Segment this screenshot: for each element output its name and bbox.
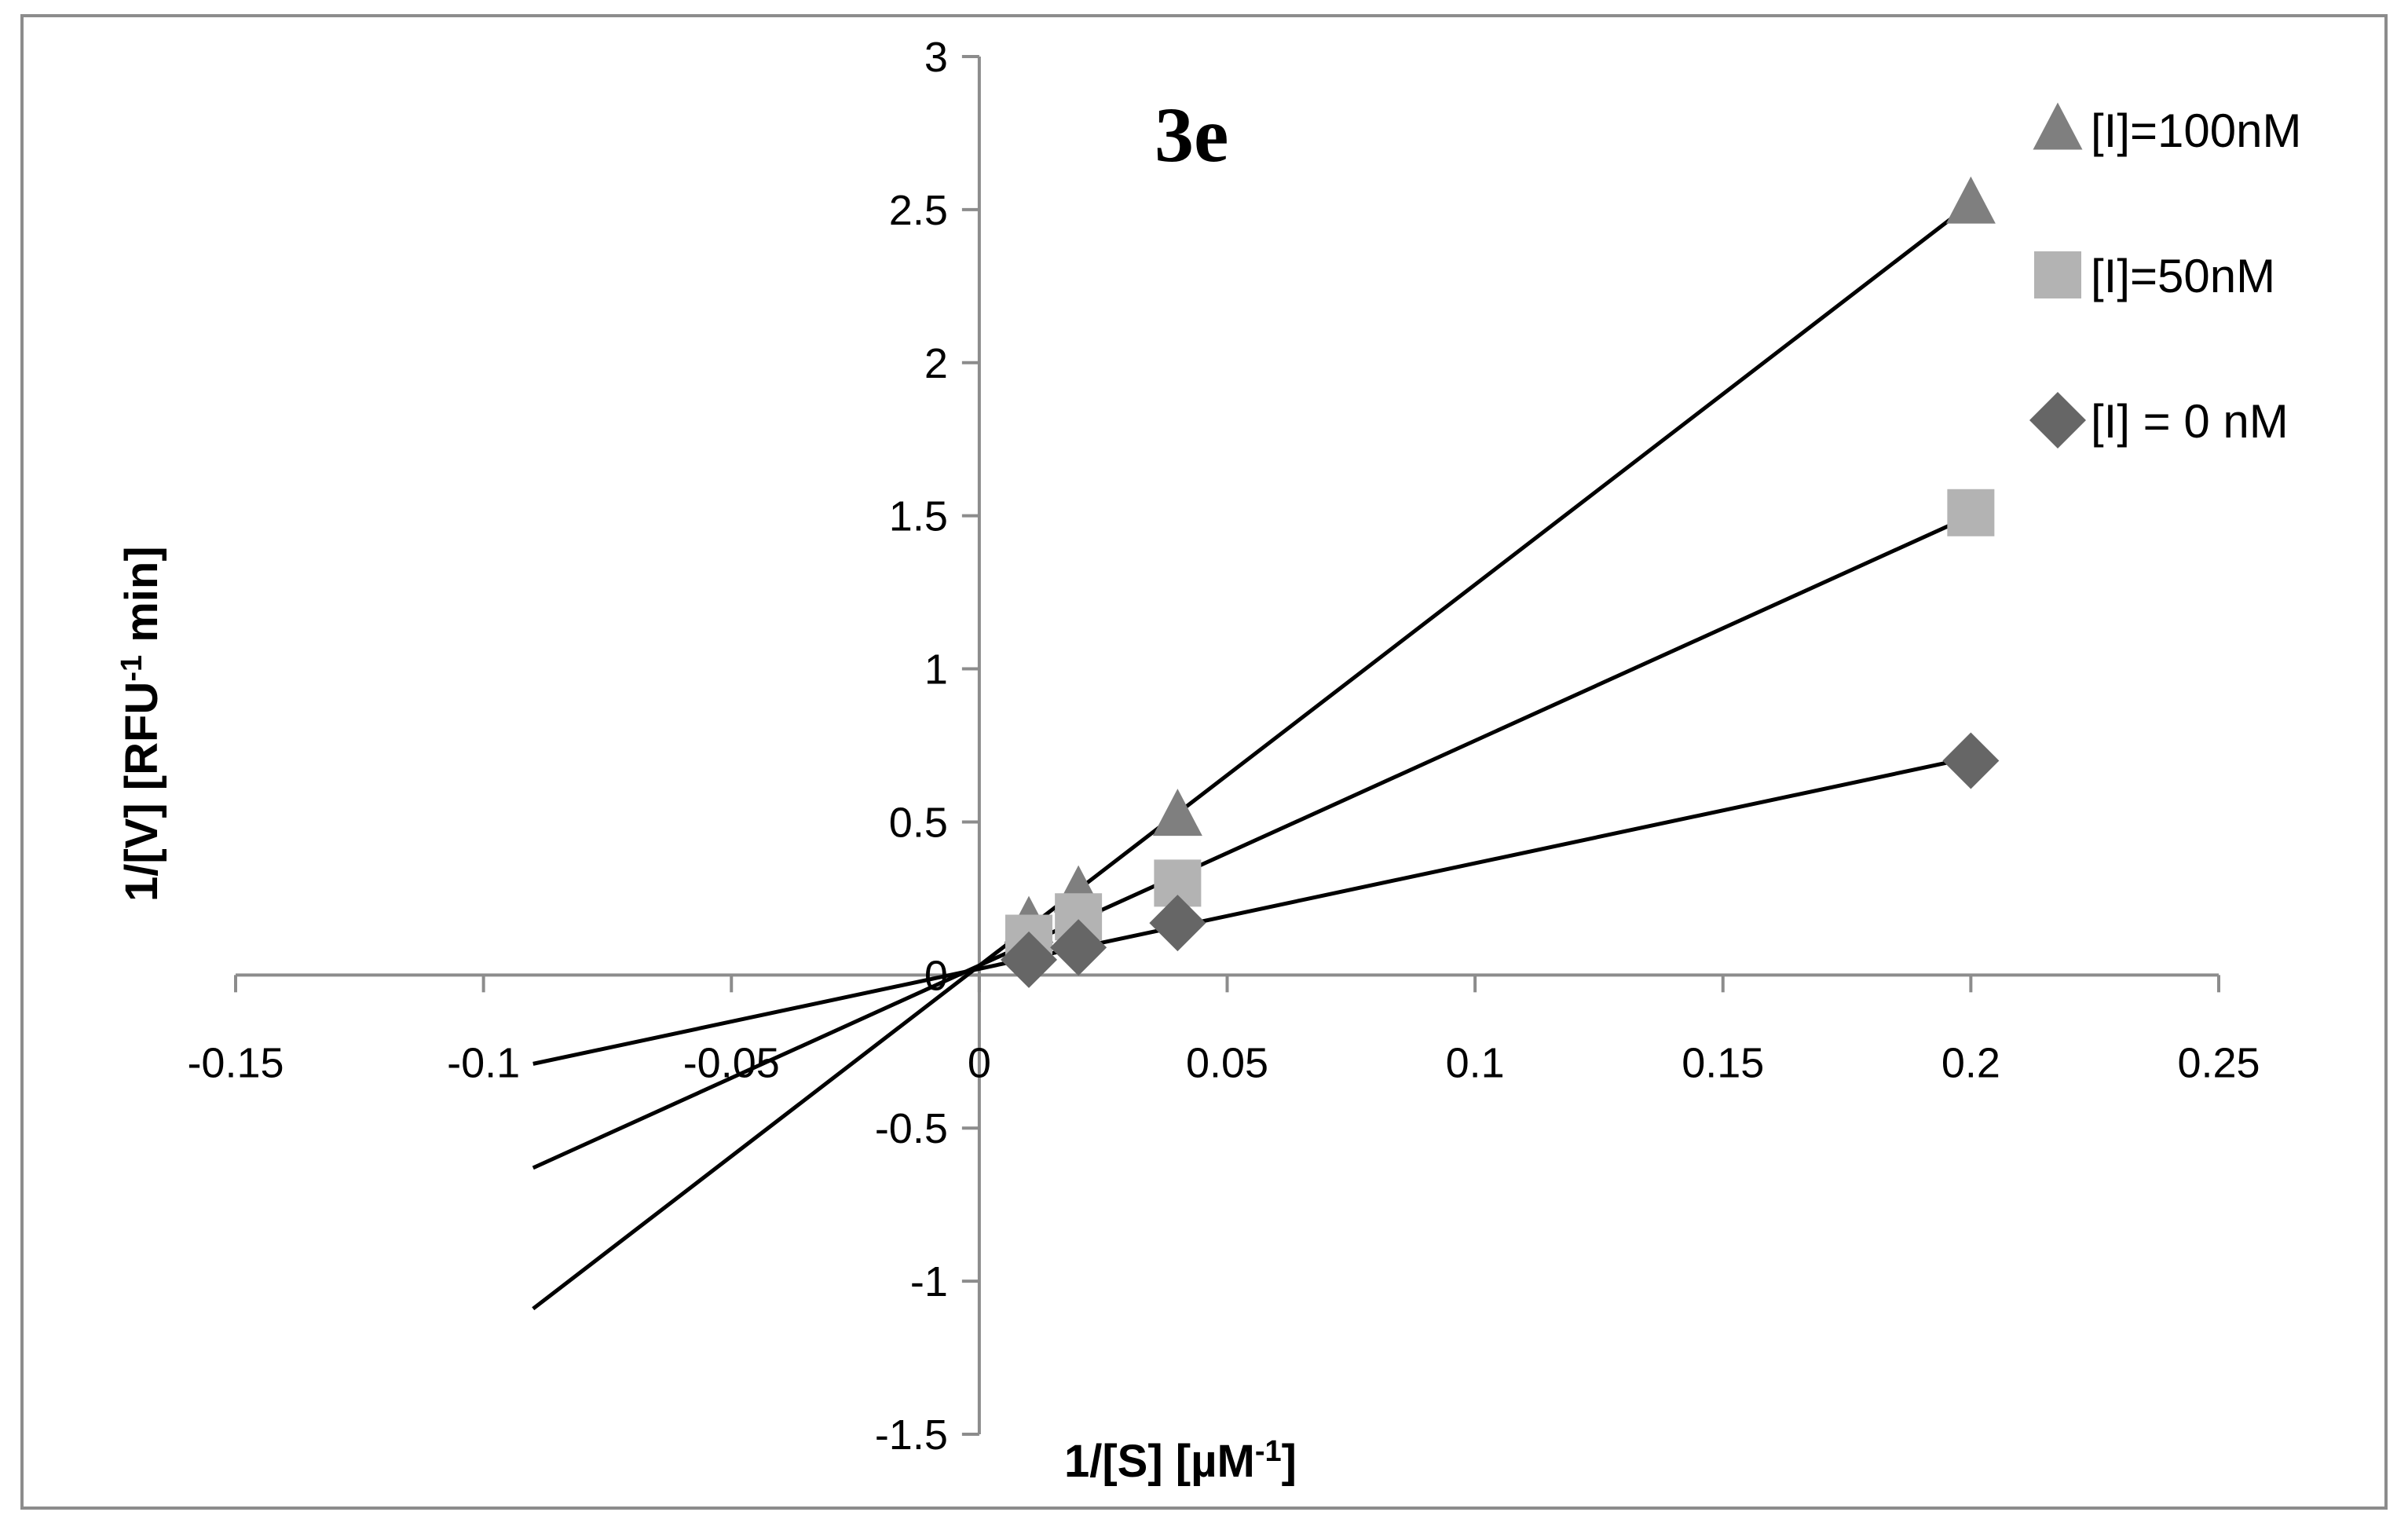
y-axis-title-main: 1/[V] [RFU <box>116 682 167 902</box>
x-tick-label: 0.1 <box>1446 1039 1505 1086</box>
y-tick-label: -1.5 <box>875 1411 948 1459</box>
data-point-square <box>1154 859 1202 907</box>
legend-diamond-marker <box>2029 392 2086 448</box>
x-axis-title-sup: -1 <box>1255 1435 1282 1468</box>
y-axis-title-end: min] <box>116 546 167 655</box>
legend-square-marker <box>2034 251 2081 298</box>
data-points-layer <box>1001 176 2000 988</box>
data-point-triangle <box>1945 176 1996 224</box>
tick-labels-layer: -0.15 -0.1 -0.05 0 0.05 0.1 0.15 0.2 0.25 -1.5 -1 -… <box>187 34 2260 1459</box>
x-tick-label: -0.15 <box>187 1039 284 1086</box>
x-tick-label: -0.1 <box>447 1039 520 1086</box>
y-tick-label: 2.5 <box>889 187 948 234</box>
legend-label-50nM: [I]=50nM <box>2091 250 2275 302</box>
data-point-diamond <box>1149 895 1206 952</box>
x-tick-label: 0 <box>968 1039 991 1086</box>
y-tick-label: 0.5 <box>889 799 948 846</box>
x-tick-label: 0.15 <box>1682 1039 1764 1086</box>
fit-line <box>532 202 1972 1311</box>
fit-lines-layer <box>532 202 1972 1311</box>
data-point-diamond <box>1001 931 1057 988</box>
x-axis-title-end: ] <box>1282 1436 1297 1487</box>
x-axis-title-main: 1/[S] [µM <box>1064 1436 1255 1487</box>
legend-item-0nM: [I] = 0 nM <box>2029 392 2289 448</box>
y-tick-label: -1 <box>910 1258 948 1305</box>
axes-layer <box>234 55 2220 1436</box>
legend-item-100nM: [I]=100nM <box>2033 102 2302 157</box>
y-tick-label: 2 <box>924 340 948 387</box>
y-tick-label: -0.5 <box>875 1105 948 1152</box>
y-tick-label: 1.5 <box>889 493 948 540</box>
data-point-diamond <box>1050 919 1107 976</box>
y-tick-label: 0 <box>924 952 948 999</box>
x-tick-label: 0.2 <box>1941 1039 2000 1086</box>
legend-label-100nM: [I]=100nM <box>2091 104 2302 157</box>
y-tick-label: 1 <box>924 646 948 694</box>
chart-title: 3e <box>1155 91 1228 178</box>
data-point-triangle <box>1152 789 1202 837</box>
legend-item-50nM: [I]=50nM <box>2034 250 2275 302</box>
data-point-square <box>1947 489 1995 536</box>
data-point-diamond <box>1942 732 2000 789</box>
legend-label-0nM: [I] = 0 nM <box>2091 395 2289 448</box>
fit-line <box>532 514 1972 1170</box>
y-tick-label: 3 <box>924 34 948 81</box>
y-axis-title-sup: -1 <box>115 655 148 682</box>
x-axis-title: 1/[S] [µM-1] <box>1064 1435 1297 1487</box>
chart-border <box>20 14 2388 1510</box>
fit-line <box>532 756 1971 1066</box>
legend: [I]=100nM [I]=50nM [I] = 0 nM <box>2029 102 2302 448</box>
data-point-square <box>1055 893 1103 941</box>
x-tick-label: -0.05 <box>683 1039 780 1086</box>
y-axis-title: 1/[V] [RFU-1 min] <box>115 546 167 902</box>
x-tick-label: 0.25 <box>2177 1039 2260 1086</box>
x-tick-label: 0.05 <box>1186 1039 1268 1086</box>
legend-triangle-marker <box>2033 102 2083 150</box>
